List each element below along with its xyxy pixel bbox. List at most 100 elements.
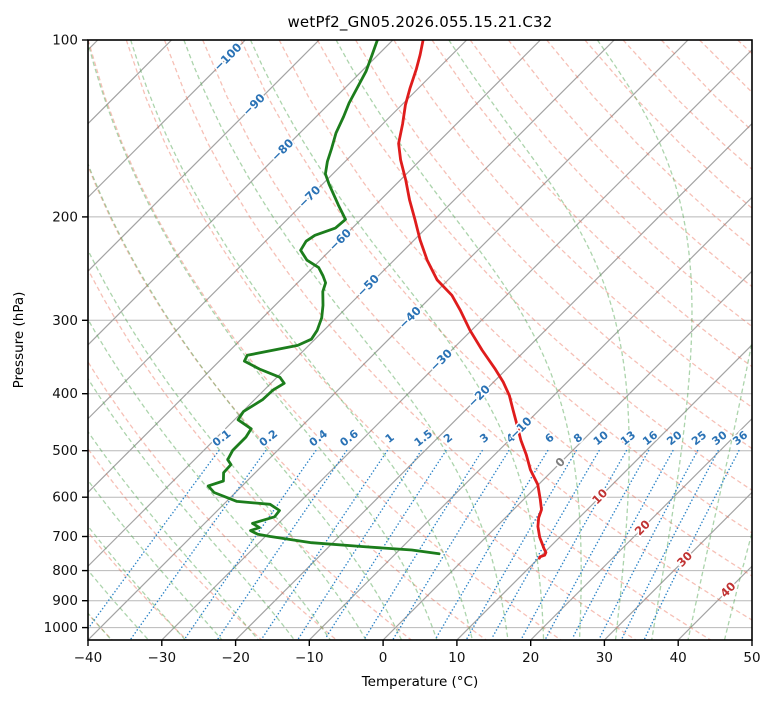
- y-tick-label-300: 300: [52, 313, 78, 329]
- x-axis-ticks: −40 −30 −20 −10 0 10 20 30 40 50: [74, 640, 761, 666]
- dry-adiabat: [316, 40, 752, 492]
- dry-adiabat: [88, 40, 562, 640]
- mixing-ratio-line-4: [392, 449, 510, 640]
- isotherm-label--100: −100: [211, 40, 245, 74]
- moist-adiabat: [88, 248, 367, 640]
- x-tick-label--40: −40: [74, 650, 103, 666]
- x-tick-label-50: 50: [743, 650, 760, 666]
- sounding-profiles: [206, 40, 548, 560]
- dry-adiabat: [278, 40, 752, 534]
- isotherm-40: [677, 565, 752, 640]
- plot-border: [87, 39, 753, 641]
- moist-adiabat: [687, 338, 752, 640]
- dry-adiabat: [240, 40, 752, 577]
- dry-adiabat: [88, 360, 338, 640]
- dry-adiabat-lines: [88, 40, 752, 640]
- isotherm--50: [88, 40, 615, 568]
- mixing-ratio-label-16: 16: [640, 428, 660, 448]
- isotherm-0: [382, 270, 752, 640]
- mixing-ratio-line-0.6: [217, 449, 348, 640]
- isotherm-50: [751, 639, 752, 640]
- mixing-ratio-line-20: [571, 449, 674, 640]
- chart-title: wetPf2_GN05.2026.055.15.21.C32: [287, 13, 553, 31]
- y-tick-label-900: 900: [52, 593, 78, 609]
- mixing-ratio-line-6: [434, 449, 549, 640]
- dewpoint-curve: [206, 40, 441, 556]
- mixing-ratio-labels: 0.1 0.2 0.4 0.6 1 1.5 2 3 4 6 8 10 13 16 20 25 30 36: [208, 425, 752, 450]
- mixing-ratio-line-1: [261, 449, 389, 640]
- mixing-ratio-line-0.4: [184, 449, 317, 640]
- mixing-ratio-label-2: 2: [441, 431, 455, 446]
- x-tick-label-40: 40: [670, 650, 687, 666]
- dry-adiabat: [125, 40, 637, 640]
- dry-adiabat: [88, 447, 263, 640]
- moist-adiabat: [88, 318, 331, 640]
- y-tick-label-700: 700: [52, 529, 78, 545]
- y-tick-label-200: 200: [52, 209, 78, 225]
- mixing-ratio-label-3: 3: [477, 431, 491, 446]
- y-tick-label-500: 500: [52, 443, 78, 459]
- mixing-ratio-label-1.5: 1.5: [412, 427, 435, 449]
- isotherm--10: [308, 196, 752, 640]
- mixing-ratio-label-8: 8: [571, 431, 585, 446]
- moist-adiabat-lines: [88, 40, 752, 640]
- moist-adiabat: [723, 529, 752, 640]
- temperature-curve: [397, 40, 548, 560]
- mixing-ratio-line-3: [363, 449, 483, 640]
- y-tick-label-100: 100: [52, 33, 78, 49]
- moist-adiabat: [88, 430, 259, 640]
- moist-adiabat: [183, 40, 509, 640]
- dry-adiabat: [355, 40, 752, 450]
- moist-adiabat: [88, 569, 149, 640]
- moist-adiabat: [88, 40, 438, 640]
- dry-adiabat: [393, 40, 752, 409]
- mixing-ratio-label-0.6: 0.6: [337, 427, 361, 449]
- moist-adiabat: [88, 612, 112, 640]
- isotherm--30: [161, 48, 752, 640]
- dry-adiabat: [88, 267, 412, 640]
- moist-adiabat: [88, 377, 296, 640]
- dry-adiabat: [431, 40, 752, 368]
- moist-adiabat: [88, 162, 403, 640]
- mixing-ratio-label-0.2: 0.2: [257, 427, 280, 449]
- dry-adiabat: [660, 40, 752, 132]
- dry-adiabat: [88, 531, 188, 640]
- mixing-ratio-label-1: 1: [383, 431, 397, 446]
- plot-area: [0, 40, 752, 640]
- dry-adiabat: [88, 163, 487, 640]
- dry-adiabat: [737, 40, 752, 55]
- y-tick-label-400: 400: [52, 386, 78, 402]
- mixing-ratio-label-10: 10: [591, 428, 611, 448]
- dry-adiabat: [699, 40, 752, 94]
- isotherm--130: [0, 40, 24, 640]
- mixing-ratio-label-13: 13: [618, 428, 638, 448]
- x-tick-label--10: −10: [295, 650, 324, 666]
- isotherm-20: [530, 417, 752, 640]
- moist-adiabat: [88, 479, 223, 640]
- mixing-ratio-line-16: [544, 449, 650, 640]
- moist-adiabat: [130, 40, 474, 640]
- mixing-ratio-line-1.5: [297, 449, 422, 640]
- mixing-ratio-label-0.1: 0.1: [210, 427, 233, 449]
- dry-adiabat: [163, 40, 712, 640]
- dry-adiabat: [202, 40, 752, 621]
- dry-adiabat: [584, 40, 752, 210]
- x-tick-label-30: 30: [596, 650, 613, 666]
- moist-adiabat: [88, 525, 186, 640]
- isotherm-30: [603, 491, 752, 640]
- pressure-gridlines: [88, 216, 752, 629]
- axis-spines: [87, 39, 753, 641]
- mixing-ratio-label-25: 25: [689, 428, 709, 448]
- dry-adiabat: [88, 612, 113, 640]
- isotherm-lines: [0, 40, 752, 640]
- isotherm--80: [88, 40, 394, 346]
- y-axis-ticks: 100 200 300 400 500 600 700 800 900 1000: [44, 33, 88, 636]
- mixing-ratio-line-36: [643, 449, 740, 640]
- x-tick-label-0: 0: [379, 650, 388, 666]
- mixing-ratio-line-25: [598, 449, 699, 640]
- mixing-ratio-label-6: 6: [543, 431, 557, 446]
- isotherm--100: [88, 40, 246, 199]
- moist-adiabat: [448, 40, 630, 640]
- x-tick-label-10: 10: [448, 650, 465, 666]
